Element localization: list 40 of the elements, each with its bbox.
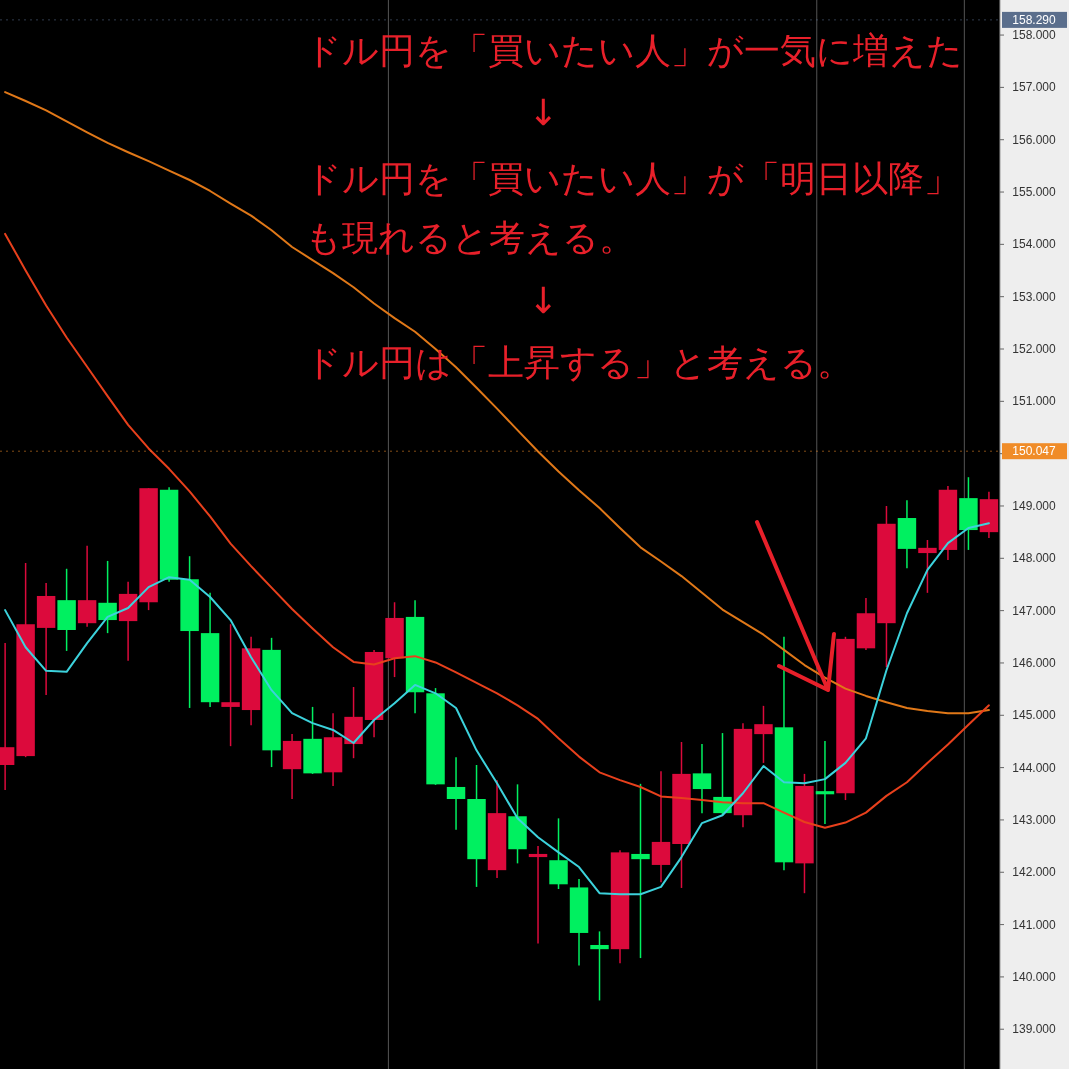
y-tick-label: 146.000	[1012, 655, 1057, 670]
y-tick-label: 147.000	[1012, 603, 1057, 618]
y-tick-label: 149.000	[1012, 498, 1057, 513]
ref-line-label: 150.047	[1012, 444, 1057, 459]
y-tick-label: 153.000	[1012, 289, 1057, 304]
ref-line-label: 158.290	[1012, 12, 1057, 27]
candlestick	[446, 756, 466, 831]
y-tick-label: 158.000	[1012, 28, 1057, 43]
y-tick-label: 151.000	[1012, 394, 1057, 409]
candlestick	[754, 705, 773, 764]
y-tick-label: 145.000	[1012, 708, 1057, 723]
candlestick	[918, 539, 937, 594]
y-tick-label: 155.000	[1012, 185, 1057, 200]
annotation: ドル円を「買いたい人」が一気に増えた	[305, 29, 963, 71]
candlestick	[77, 545, 97, 628]
y-tick-label: 141.000	[1012, 917, 1057, 932]
candlestick	[221, 623, 240, 747]
y-tick-label: 140.000	[1012, 969, 1057, 984]
y-tick-label: 148.000	[1012, 551, 1057, 566]
annotation: ↓	[527, 91, 559, 133]
y-tick-label: 143.000	[1012, 812, 1057, 827]
annotation: ↓	[527, 279, 559, 321]
annotation: ドル円を「買いたい人」が「明日以降」	[305, 157, 960, 199]
y-tick-label: 156.000	[1012, 132, 1057, 147]
y-tick-label: 157.000	[1012, 80, 1057, 95]
y-tick-label: 152.000	[1012, 342, 1057, 357]
candlestick	[590, 930, 609, 1002]
y-tick-label: 139.000	[1012, 1022, 1057, 1037]
y-tick-label: 154.000	[1012, 237, 1057, 252]
candlestick	[528, 845, 548, 945]
candlestick	[692, 743, 712, 814]
candlestick	[98, 560, 117, 634]
annotation: も現れると考える。	[305, 216, 635, 258]
candlestick	[631, 783, 650, 959]
annotation: ドル円は「上昇する」と考える。	[305, 341, 853, 383]
y-tick-label: 144.000	[1012, 760, 1057, 775]
line-series	[4, 91, 990, 715]
candlestick	[815, 740, 835, 825]
candlestick	[651, 770, 671, 883]
y-tick-label: 142.000	[1012, 865, 1057, 880]
